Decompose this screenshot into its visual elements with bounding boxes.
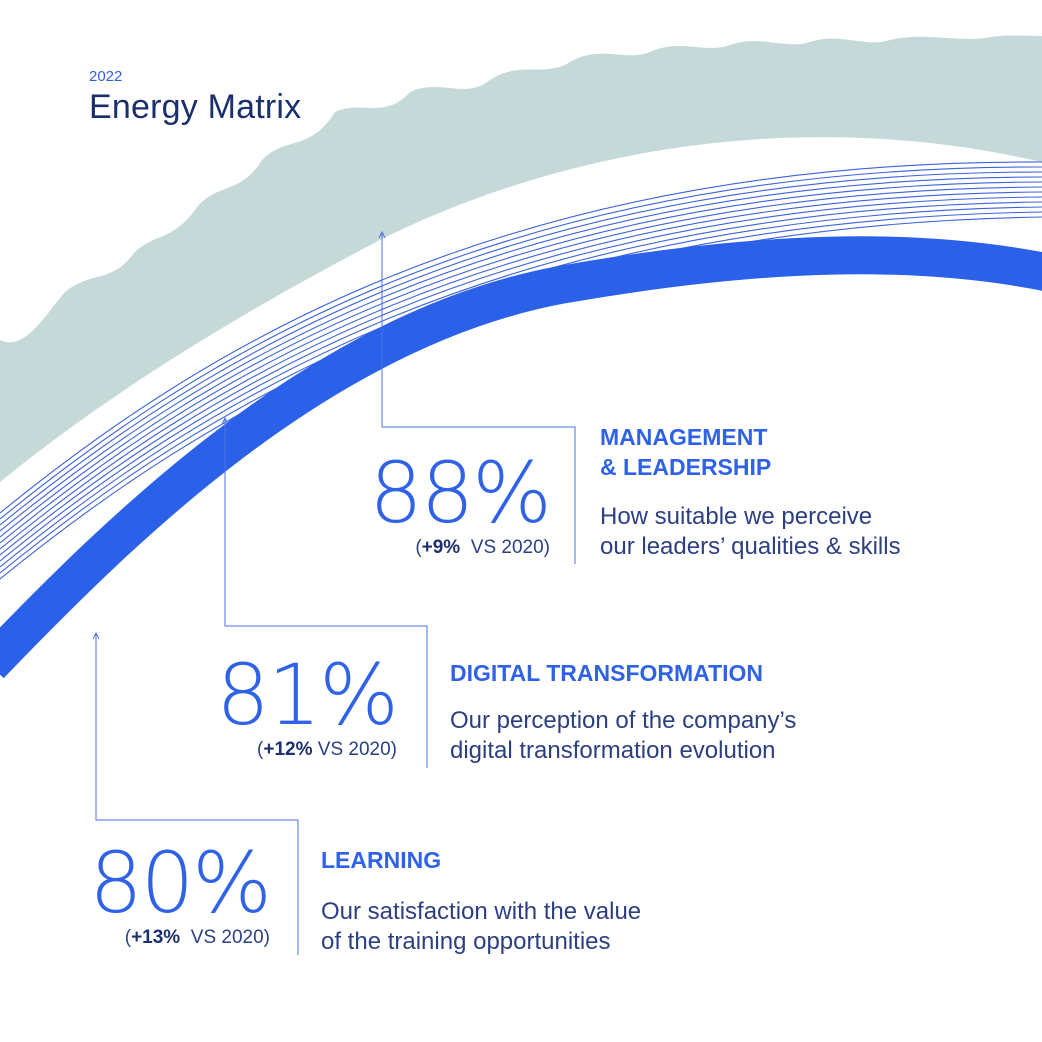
- metric-delta: (+9% VS 2020): [415, 537, 550, 558]
- metric-heading: MANAGEMENT: [600, 424, 768, 450]
- metric-delta-value: +13%: [131, 927, 181, 948]
- metric-delta-suffix: VS 2020: [190, 927, 264, 948]
- metric-heading-line2: & LEADERSHIP: [600, 454, 772, 480]
- metric-percent: 81%: [216, 646, 399, 744]
- metric-description-line2: of the training opportunities: [321, 928, 611, 955]
- metric-delta-suffix: VS 2020: [317, 739, 391, 760]
- metric-digital-info: DIGITAL TRANSFORMATION Our perception of…: [450, 658, 796, 766]
- connector-lines: [95, 232, 576, 955]
- metric-management-stat: 88% (+9% VS 2020): [369, 444, 552, 560]
- metric-description-line2: our leaders’ qualities & skills: [600, 533, 901, 560]
- metric-percent: 88%: [369, 444, 552, 542]
- metric-delta-value: +12%: [263, 739, 313, 760]
- metric-management-info: MANAGEMENT & LEADERSHIP How suitable we …: [600, 422, 901, 562]
- metric-heading: DIGITAL TRANSFORMATION: [450, 660, 764, 686]
- arrowheads: [92, 230, 386, 640]
- metric-delta-value: +9%: [421, 537, 461, 558]
- metric-delta-suffix: VS 2020: [470, 537, 544, 558]
- metric-learning-stat: 80% (+13% VS 2020): [89, 834, 272, 950]
- metric-delta: (+12% VS 2020): [257, 739, 397, 760]
- metric-description: Our satisfaction with the value: [321, 898, 642, 925]
- page-title: Energy Matrix: [89, 88, 302, 126]
- metric-heading: LEARNING: [321, 847, 442, 873]
- metric-description-line2: digital transformation evolution: [450, 737, 776, 764]
- header: 2022 Energy Matrix: [89, 68, 301, 128]
- metric-description: How suitable we perceive: [600, 503, 873, 530]
- metric-learning-info: LEARNING Our satisfaction with the value…: [321, 845, 641, 957]
- thick-blue-arc: [0, 236, 1042, 679]
- metric-digital-stat: 81% (+12% VS 2020): [216, 646, 399, 762]
- metric-percent: 80%: [89, 834, 272, 932]
- metric-description: Our perception of the company’s: [450, 707, 797, 734]
- header-year: 2022: [89, 68, 123, 85]
- metric-delta: (+13% VS 2020): [124, 927, 270, 948]
- sage-wave-band: [0, 35, 1042, 482]
